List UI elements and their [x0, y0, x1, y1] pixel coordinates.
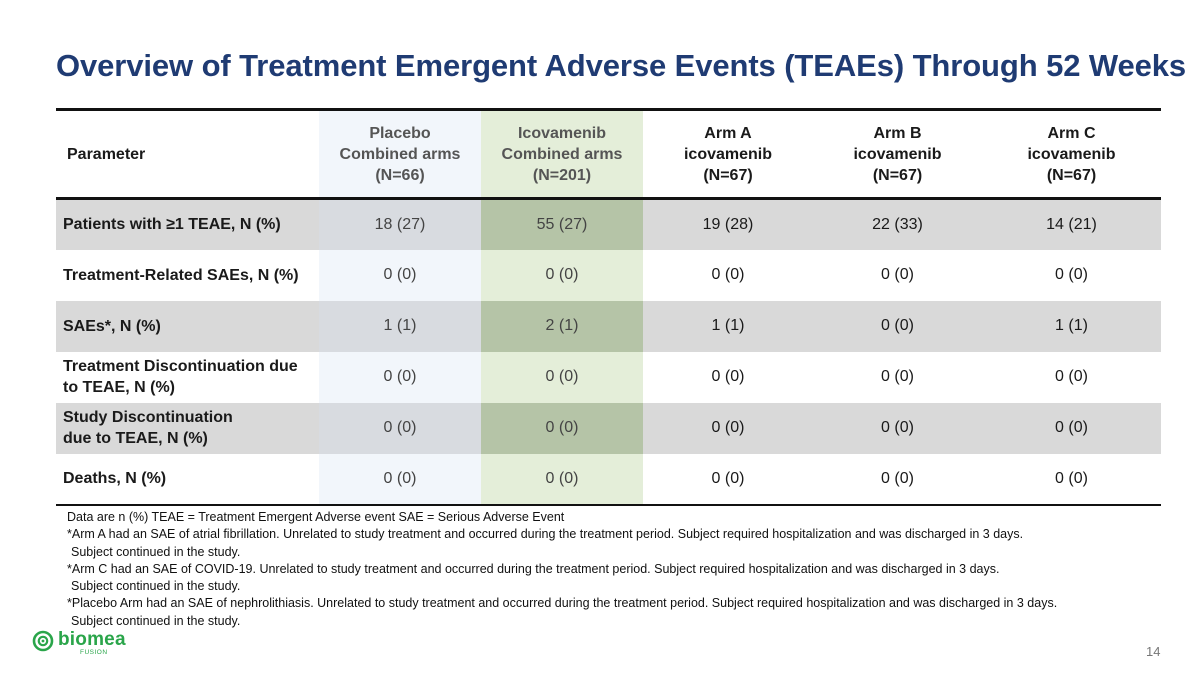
column-header-arm-b: Arm B icovamenib (N=67) [813, 108, 982, 200]
column-header-line: icovamenib [1027, 145, 1116, 163]
page-number: 14 [1146, 644, 1161, 659]
row-label-line: Treatment Discontinuation due [63, 358, 298, 375]
cell-placebo: 1 (1) [319, 300, 481, 352]
cell-arm-c: 14 (21) [982, 198, 1161, 250]
cell-icovamenib: 0 (0) [481, 351, 643, 403]
cell-arm-b: 0 (0) [813, 300, 982, 352]
row-label-line: due to TEAE, N (%) [63, 430, 208, 447]
table-row: Patients with ≥1 TEAE, N (%) 18 (27) 55 … [56, 198, 1161, 250]
footnote-arm-a-continued: Subject continued in the study. [71, 544, 241, 559]
row-label: Study Discontinuation due to TEAE, N (%) [56, 402, 319, 454]
cell-placebo: 0 (0) [319, 351, 481, 403]
cell-icovamenib: 0 (0) [481, 453, 643, 506]
column-header-line: Combined arms [339, 145, 461, 163]
row-label: Deaths, N (%) [56, 453, 319, 506]
cell-arm-b: 22 (33) [813, 198, 982, 250]
cell-arm-a: 0 (0) [643, 402, 813, 454]
row-label: SAEs*, N (%) [56, 300, 319, 352]
cell-arm-b: 0 (0) [813, 351, 982, 403]
page-title: Overview of Treatment Emergent Adverse E… [56, 48, 1187, 83]
column-header-arm-c: Arm C icovamenib (N=67) [982, 108, 1161, 200]
footnotes: Data are n (%) TEAE = Treatment Emergent… [67, 509, 1167, 630]
footnote-legend: Data are n (%) TEAE = Treatment Emergent… [67, 510, 565, 524]
row-label-line: to TEAE, N (%) [63, 379, 175, 396]
footnote-placebo-continued: Subject continued in the study. [71, 613, 241, 628]
cell-arm-c: 1 (1) [982, 300, 1161, 352]
column-header-line: Arm A [704, 124, 752, 142]
logo-name: biomea [58, 629, 126, 650]
cell-placebo: 0 (0) [319, 249, 481, 301]
biomea-logo-icon [32, 630, 54, 657]
column-header-line: Arm C [1047, 124, 1096, 142]
row-label-line: Study Discontinuation [63, 409, 233, 426]
teae-table-container: Parameter Placebo Combined arms (N=66) I… [56, 108, 1161, 506]
column-header-line: (N=67) [872, 166, 923, 184]
table-row: Study Discontinuation due to TEAE, N (%)… [56, 402, 1161, 454]
footnote-arm-a: *Arm A had an SAE of atrial fibrillation… [67, 527, 1024, 542]
logo-wordmark: biomea FUSION [58, 630, 126, 657]
column-header-line: Arm B [873, 124, 922, 142]
cell-arm-a: 0 (0) [643, 249, 813, 301]
cell-placebo: 18 (27) [319, 198, 481, 250]
column-header-placebo: Placebo Combined arms (N=66) [319, 108, 481, 200]
cell-placebo: 0 (0) [319, 453, 481, 506]
cell-arm-c: 0 (0) [982, 453, 1161, 506]
cell-arm-b: 0 (0) [813, 453, 982, 506]
cell-arm-c: 0 (0) [982, 249, 1161, 301]
logo-subname: FUSION [80, 649, 108, 656]
footnote-arm-c-continued: Subject continued in the study. [71, 579, 241, 594]
cell-arm-a: 0 (0) [643, 453, 813, 506]
column-header-line: (N=67) [703, 166, 753, 184]
column-header-line: (N=66) [375, 166, 425, 184]
footnote-placebo: *Placebo Arm had an SAE of nephrolithias… [67, 596, 1058, 611]
parameter-header: Parameter [56, 108, 319, 200]
column-header-line: Icovamenib [517, 124, 607, 142]
column-header-icovamenib: Icovamenib Combined arms (N=201) [481, 108, 643, 200]
column-header-line: Placebo [369, 124, 431, 142]
table-row: SAEs*, N (%) 1 (1) 2 (1) 1 (1) 0 (0) 1 (… [56, 300, 1161, 352]
row-label: Patients with ≥1 TEAE, N (%) [56, 198, 319, 250]
footnote-arm-c: *Arm C had an SAE of COVID-19. Unrelated… [67, 561, 1000, 576]
cell-arm-b: 0 (0) [813, 402, 982, 454]
row-label: Treatment-Related SAEs, N (%) [56, 249, 319, 301]
cell-icovamenib: 2 (1) [481, 300, 643, 352]
cell-arm-b: 0 (0) [813, 249, 982, 301]
cell-arm-c: 0 (0) [982, 402, 1161, 454]
table-row: Deaths, N (%) 0 (0) 0 (0) 0 (0) 0 (0) 0 … [56, 453, 1161, 506]
table-header-row: Parameter Placebo Combined arms (N=66) I… [56, 108, 1161, 200]
row-label: Treatment Discontinuation due to TEAE, N… [56, 351, 319, 403]
cell-icovamenib: 0 (0) [481, 249, 643, 301]
column-header-line: (N=67) [1046, 166, 1097, 184]
column-header-arm-a: Arm A icovamenib (N=67) [643, 108, 813, 200]
table-row: Treatment Discontinuation due to TEAE, N… [56, 351, 1161, 403]
cell-arm-a: 1 (1) [643, 300, 813, 352]
cell-placebo: 0 (0) [319, 402, 481, 454]
column-header-line: icovamenib [683, 145, 773, 163]
cell-icovamenib: 55 (27) [481, 198, 643, 250]
company-logo: biomea FUSION [32, 630, 126, 660]
column-header-line: Combined arms [501, 145, 623, 163]
column-header-line: (N=201) [532, 166, 592, 184]
teae-table: Parameter Placebo Combined arms (N=66) I… [56, 108, 1161, 506]
cell-icovamenib: 0 (0) [481, 402, 643, 454]
cell-arm-a: 19 (28) [643, 198, 813, 250]
column-header-line: icovamenib [853, 145, 942, 163]
cell-arm-a: 0 (0) [643, 351, 813, 403]
table-row: Treatment-Related SAEs, N (%) 0 (0) 0 (0… [56, 249, 1161, 301]
cell-arm-c: 0 (0) [982, 351, 1161, 403]
